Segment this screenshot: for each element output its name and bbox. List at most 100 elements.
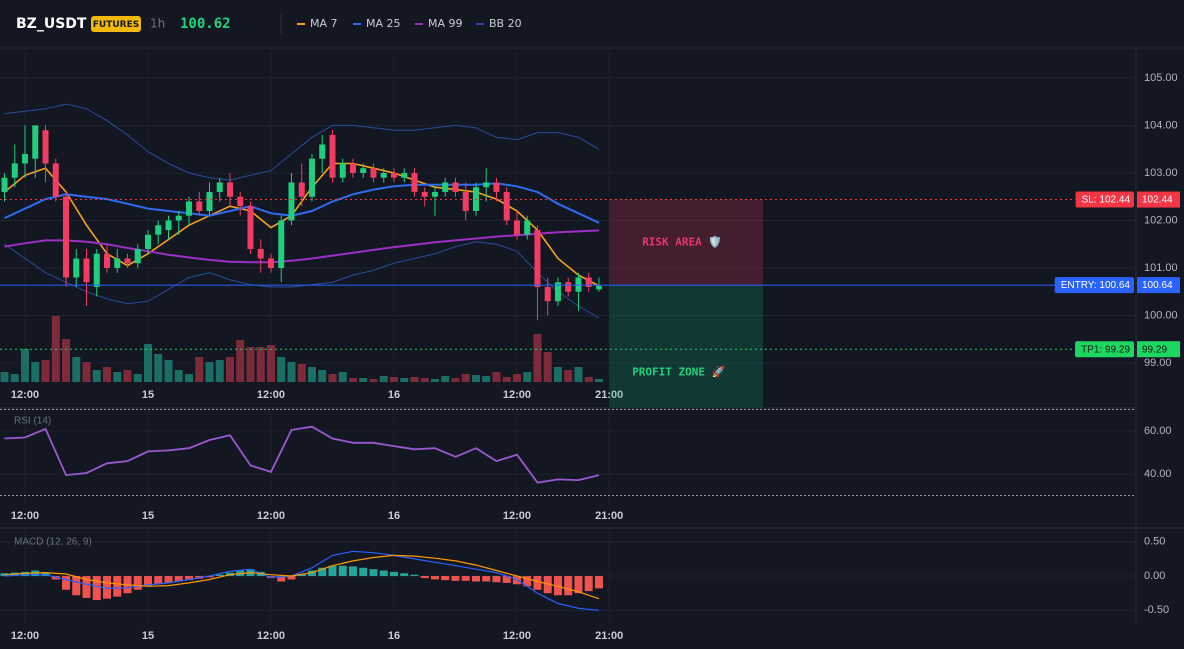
histogram-bar xyxy=(379,570,388,577)
volume-bar xyxy=(154,354,163,382)
volume-bar xyxy=(543,352,552,382)
volume-bar xyxy=(564,370,573,382)
histogram-bar xyxy=(143,576,152,587)
volume-bar xyxy=(123,370,132,382)
volume-bar xyxy=(164,360,173,382)
volume-bar xyxy=(143,344,152,382)
volume-bar xyxy=(102,367,111,382)
candle-body xyxy=(165,220,172,230)
histogram-bar xyxy=(318,567,327,577)
badge: FUTURES xyxy=(93,20,139,30)
histogram-bar xyxy=(62,576,71,590)
volume-bar xyxy=(389,377,398,382)
volume-bar xyxy=(10,374,19,382)
candle-body xyxy=(257,248,264,259)
volume-bar xyxy=(256,347,265,382)
candle-body xyxy=(513,220,520,235)
volume-bar xyxy=(348,378,357,382)
volume-bar xyxy=(21,349,30,382)
candle-body xyxy=(63,196,70,278)
level-label: ENTRY: 100.64 xyxy=(1061,280,1131,291)
histogram-bar xyxy=(348,566,357,577)
histogram-bar xyxy=(533,576,542,590)
volume-bar xyxy=(461,374,470,382)
volume-bar xyxy=(62,339,71,382)
candle-body xyxy=(524,220,531,235)
histogram-bar xyxy=(471,576,480,582)
volume-bar xyxy=(31,362,40,382)
histogram-bar xyxy=(51,576,60,580)
level-value: 102.44 xyxy=(1142,195,1173,206)
candle-body xyxy=(585,277,592,287)
candle-body xyxy=(339,163,346,178)
level-value-tag xyxy=(1137,277,1180,294)
rsi-title: RSI (14) xyxy=(14,416,51,427)
candle-body xyxy=(380,172,387,178)
volume-bar xyxy=(471,375,480,382)
volume-bar xyxy=(379,376,388,382)
histogram-bar xyxy=(174,576,183,582)
x-tick-label: 12:00 xyxy=(503,510,531,522)
candle-body xyxy=(278,220,285,268)
histogram-bar xyxy=(92,576,101,601)
x-tick-label: 16 xyxy=(388,389,400,401)
level-value-tag xyxy=(1137,341,1180,358)
y-tick-label: -0.50 xyxy=(1144,604,1169,616)
volume-bar xyxy=(205,362,214,382)
y-tick-label: 104.00 xyxy=(1144,119,1178,131)
candle-body xyxy=(103,253,110,268)
candle-body xyxy=(83,258,90,283)
histogram-bar xyxy=(553,576,562,596)
candle-body xyxy=(155,225,162,235)
x-tick-label: 21:00 xyxy=(595,630,623,642)
interval: 1h xyxy=(150,17,165,31)
histogram-bar xyxy=(410,574,419,577)
level-tag xyxy=(1075,191,1134,208)
volume-bar xyxy=(533,334,542,382)
candle-body xyxy=(431,191,438,197)
legend-label: MA 25 xyxy=(366,17,401,30)
histogram-bar xyxy=(102,576,111,599)
histogram-bar xyxy=(184,576,193,581)
y-tick-label: 0.50 xyxy=(1144,536,1165,548)
volume-bar xyxy=(266,345,275,382)
level-tag xyxy=(1054,277,1134,294)
candle-body xyxy=(93,253,100,287)
candle-body xyxy=(206,191,213,211)
candle-body xyxy=(52,163,59,197)
level-tag xyxy=(1075,341,1134,358)
volume-bar xyxy=(215,360,224,382)
rsi-line xyxy=(4,425,600,484)
candle-body xyxy=(1,177,8,192)
x-tick-label: 21:00 xyxy=(595,389,623,401)
candle-body xyxy=(329,134,336,178)
histogram-bar xyxy=(307,570,316,577)
legend-label: MA 7 xyxy=(310,17,338,30)
volume-bar xyxy=(41,360,50,382)
histogram-bar xyxy=(400,573,409,577)
histogram-bar xyxy=(359,567,368,577)
volume-bar xyxy=(502,377,511,382)
volume-bar xyxy=(584,377,593,382)
volume-bar xyxy=(297,364,306,382)
badge-bg xyxy=(91,16,141,32)
histogram-bar xyxy=(287,576,296,580)
level-value: 100.64 xyxy=(1142,280,1173,291)
candle-body xyxy=(237,196,244,207)
symbol: BZ_USDT xyxy=(16,16,87,32)
candle-body xyxy=(360,168,367,173)
histogram-bar xyxy=(215,574,224,577)
candle-body xyxy=(175,215,182,221)
histogram-bar xyxy=(389,571,398,577)
volume-bar xyxy=(72,357,81,382)
histogram-bar xyxy=(72,576,81,596)
volume-bar xyxy=(0,372,9,382)
candle-body xyxy=(544,286,551,302)
zone xyxy=(609,285,763,408)
candle-body xyxy=(411,172,418,192)
histogram-bar xyxy=(461,576,470,581)
candle-body xyxy=(595,286,602,290)
candle-body xyxy=(42,130,49,164)
volume-bar xyxy=(441,376,450,382)
